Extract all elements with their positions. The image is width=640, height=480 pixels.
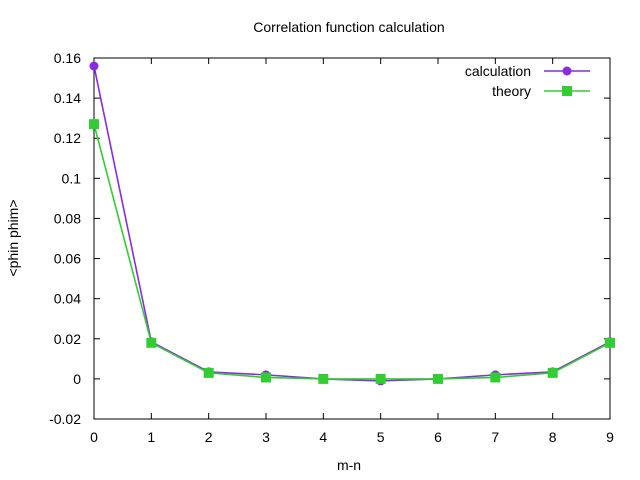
legend-marker — [562, 86, 572, 96]
x-tick-label: 5 — [377, 429, 385, 445]
x-tick-label: 7 — [491, 429, 499, 445]
y-axis-label: <phin phim> — [5, 199, 21, 276]
y-tick-label: 0.02 — [54, 331, 81, 347]
x-tick-label: 1 — [147, 429, 155, 445]
data-point — [89, 61, 99, 71]
legend-marker — [562, 66, 572, 76]
x-tick-label: 2 — [205, 429, 213, 445]
series-line-calculation — [93, 65, 611, 382]
data-point — [433, 373, 443, 384]
legend-item-theory: theory — [492, 83, 590, 99]
data-point — [375, 373, 386, 384]
y-tick-label: 0.12 — [54, 130, 81, 146]
data-point — [490, 372, 501, 383]
legend-label: calculation — [465, 63, 531, 79]
data-point — [261, 372, 271, 383]
y-tick-label: 0 — [73, 371, 81, 387]
data-point — [547, 367, 558, 378]
y-tick-label: 0.14 — [54, 90, 81, 106]
x-tick-label: 4 — [319, 429, 327, 445]
x-tick-label: 6 — [434, 429, 442, 445]
series-theory — [89, 119, 615, 384]
y-tick-label: -0.02 — [49, 411, 81, 427]
y-tick-label: 0.04 — [54, 291, 81, 307]
x-tick-label: 0 — [90, 429, 98, 445]
legend-item-calculation: calculation — [465, 63, 590, 79]
legend: calculation theory — [465, 63, 590, 99]
data-point — [605, 337, 615, 348]
data-point — [146, 337, 157, 348]
series-layer — [89, 61, 615, 386]
axis-ticks: 0 1 2 3 4 5 6 7 8 9 -0.02 0 0.02 0.04 0.06 0.08 0.1 0.12 0… — [49, 50, 614, 445]
y-tick-label: 0.06 — [54, 251, 81, 267]
x-tick-label: 3 — [262, 429, 270, 445]
y-tick-label: 0.1 — [62, 170, 82, 186]
x-axis-label: m-n — [337, 457, 361, 473]
series-line-theory — [93, 123, 611, 380]
series-calculation — [89, 61, 615, 386]
plot-frame — [93, 57, 611, 420]
data-point — [203, 367, 214, 378]
x-tick-label: 8 — [549, 429, 557, 445]
y-tick-label: 0.08 — [54, 210, 81, 226]
data-point — [318, 373, 329, 384]
chart-title: Correlation function calculation — [253, 19, 444, 35]
legend-label: theory — [492, 83, 531, 99]
y-tick-label: 0.16 — [54, 50, 81, 66]
x-tick-label: 9 — [606, 429, 614, 445]
data-point — [89, 119, 99, 130]
